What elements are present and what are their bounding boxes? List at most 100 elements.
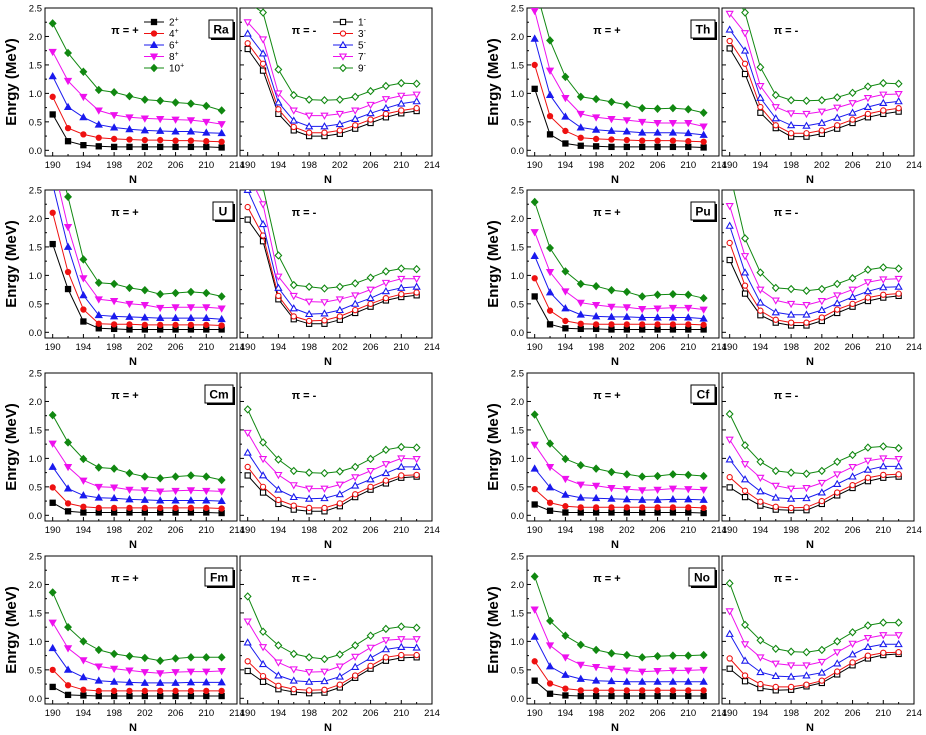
x-axis-label: N xyxy=(611,356,619,368)
series-line-1- xyxy=(247,656,417,694)
data-point-10+ xyxy=(48,19,57,28)
data-point-10+ xyxy=(125,92,134,101)
x-axis-label: N xyxy=(129,539,137,551)
data-point-8+ xyxy=(576,110,585,119)
data-point-10+ xyxy=(110,88,119,97)
data-point-7- xyxy=(894,456,903,464)
legend: 2+4+6+8+10+ xyxy=(144,17,184,75)
x-tick-label: 190 xyxy=(45,525,61,536)
data-point-10+ xyxy=(699,650,708,660)
x-tick-label: 210 xyxy=(393,525,409,536)
data-point-4+ xyxy=(654,504,661,511)
data-point-6+ xyxy=(63,665,73,673)
data-point-9- xyxy=(817,466,826,476)
data-point-4+ xyxy=(562,127,569,135)
data-point-6+ xyxy=(79,112,88,121)
data-point-8+ xyxy=(63,224,73,232)
data-point-3- xyxy=(803,130,810,137)
data-point-5- xyxy=(740,46,750,54)
data-point-4+ xyxy=(126,321,133,328)
data-point-3- xyxy=(275,682,282,689)
data-point-10+ xyxy=(530,572,539,581)
series-line-7- xyxy=(255,190,417,303)
y-tick-label: 1.5 xyxy=(29,425,42,436)
panel-No-negative: 190 194 198 202 206 210 214 Nπ = - xyxy=(721,555,922,734)
data-point-4+ xyxy=(700,504,707,512)
data-point-7- xyxy=(786,485,796,493)
data-point-10+ xyxy=(576,461,585,470)
series-line-9- xyxy=(741,8,899,102)
data-point-10+ xyxy=(622,287,631,297)
data-point-4+ xyxy=(110,504,118,512)
data-point-8+ xyxy=(63,463,73,472)
data-point-7- xyxy=(756,286,765,294)
x-tick-label: 202 xyxy=(332,160,348,171)
data-point-3- xyxy=(787,130,795,137)
data-point-10+ xyxy=(546,616,554,626)
data-point-9- xyxy=(741,234,749,243)
data-point-5- xyxy=(786,310,796,318)
data-point-5- xyxy=(725,629,734,637)
data-point-7- xyxy=(756,474,765,483)
element-box xyxy=(690,19,716,39)
x-tick-label: 194 xyxy=(75,160,91,171)
data-point-4+ xyxy=(577,687,584,694)
data-point-8+ xyxy=(607,303,616,312)
data-point-2+ xyxy=(172,692,179,700)
data-point-3- xyxy=(336,681,343,688)
data-point-2+ xyxy=(141,143,148,151)
x-tick-label: 214 xyxy=(711,708,727,719)
data-point-10+ xyxy=(592,464,601,473)
data-point-9- xyxy=(366,454,375,464)
data-point-2+ xyxy=(110,692,118,700)
legend-label-4+: 4+ xyxy=(169,28,179,40)
x-tick-label: 214 xyxy=(229,525,245,536)
x-axis-label: N xyxy=(129,174,137,186)
data-point-6+ xyxy=(653,495,662,503)
data-point-2+ xyxy=(531,85,538,92)
x-tick-label: 190 xyxy=(722,525,738,536)
data-point-7- xyxy=(848,463,857,472)
plot-frame xyxy=(239,189,433,339)
x-axis-label: N xyxy=(324,174,332,186)
data-point-2+ xyxy=(141,692,148,700)
data-point-1- xyxy=(741,493,749,501)
data-point-9- xyxy=(833,93,842,102)
plot-frame xyxy=(721,189,915,339)
data-point-4+ xyxy=(49,209,56,216)
data-point-3- xyxy=(336,313,343,320)
data-point-10+ xyxy=(638,292,647,301)
parity-title: π = + xyxy=(111,25,138,37)
data-point-9- xyxy=(243,405,252,414)
data-point-9- xyxy=(366,86,375,96)
data-point-8+ xyxy=(171,669,180,677)
data-point-6+ xyxy=(607,494,616,502)
data-point-7- xyxy=(381,461,391,469)
data-point-8+ xyxy=(530,229,539,237)
x-tick-label: 198 xyxy=(301,708,317,719)
data-point-2+ xyxy=(110,143,118,151)
data-point-2+ xyxy=(685,692,692,700)
data-point-6+ xyxy=(684,128,693,137)
data-point-6+ xyxy=(607,312,616,320)
x-tick-label: 190 xyxy=(240,708,256,719)
data-point-3- xyxy=(880,107,887,114)
data-point-3- xyxy=(818,677,825,684)
data-point-4+ xyxy=(95,320,102,327)
data-point-10+ xyxy=(110,649,119,659)
x-tick-label: 210 xyxy=(875,160,891,171)
data-point-9- xyxy=(289,280,298,290)
parity-title: π = - xyxy=(774,390,799,402)
y-tick-label: 1.5 xyxy=(511,60,524,71)
data-point-3- xyxy=(352,122,359,129)
data-point-10+ xyxy=(171,654,180,663)
data-point-9- xyxy=(243,592,252,601)
data-point-6+ xyxy=(668,128,678,136)
data-point-9- xyxy=(879,618,888,627)
series-line-8+ xyxy=(52,443,222,492)
data-point-7- xyxy=(863,279,873,287)
data-point-3- xyxy=(367,300,374,307)
data-point-7- xyxy=(304,112,314,120)
data-point-8+ xyxy=(109,665,119,674)
data-point-1- xyxy=(244,45,251,53)
